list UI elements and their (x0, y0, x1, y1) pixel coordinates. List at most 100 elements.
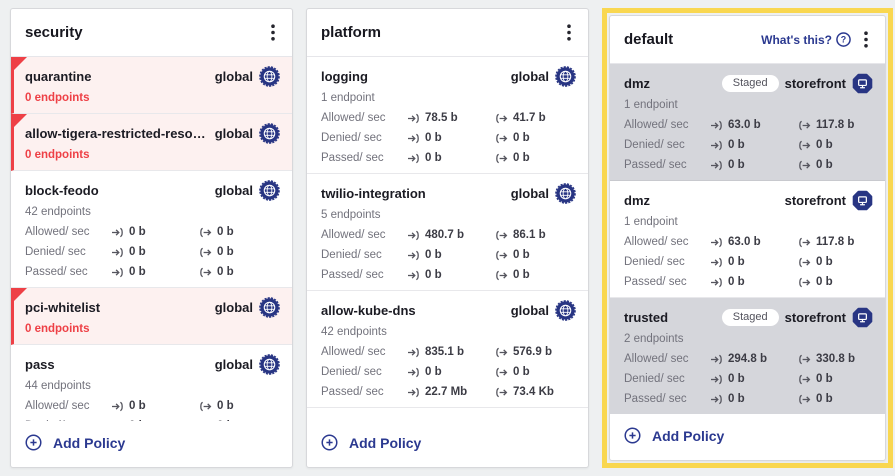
stat-row-allowed: Allowed/ sec 63.0 b 117.8 b (624, 118, 873, 132)
stat-label: Passed/ sec (624, 159, 687, 171)
endpoints-count: 42 endpoints (321, 326, 387, 338)
stat-out-amount: 576.9 b (513, 346, 552, 358)
inbound-arrow-icon (711, 257, 722, 267)
stat-in-amount: 78.5 b (425, 112, 458, 124)
stat-value-in: 0 b (407, 151, 495, 165)
endpoints-count: 1 endpoint (624, 99, 678, 111)
policy-card[interactable]: block-feodo global 42 endpoints Allowed/ se… (11, 171, 292, 288)
column-menu-button[interactable] (861, 29, 871, 50)
policy-card-header: dmz Staged storefront (624, 73, 873, 94)
column-footer: Add Policy (307, 421, 588, 467)
policy-card[interactable]: logging global 1 endpoint Allowed/ sec 78.5 … (307, 57, 588, 174)
outbound-arrow-icon (200, 401, 212, 411)
inbound-arrow-icon (408, 230, 419, 240)
stat-value-out: 0 b (798, 392, 885, 406)
stat-row-allowed: Allowed/ sec 63.0 b 117.8 b (624, 235, 873, 249)
stat-label: Passed/ sec (321, 269, 384, 281)
stat-value-in: 63.0 b (710, 118, 798, 132)
policy-card-header: pci-whitelist global (25, 297, 280, 318)
staged-badge: Staged (721, 309, 779, 326)
policy-card[interactable]: allow-kube-dns global 42 endpoints Allowed/… (307, 291, 588, 408)
stat-value-in: 0 b (407, 268, 495, 282)
policy-card[interactable]: pci-whitelist global 0 endpoints (11, 288, 292, 345)
kebab-menu-icon (864, 31, 868, 48)
storefront-badge (852, 307, 873, 328)
stat-value-out: 576.9 b (495, 345, 583, 359)
stat-value-in: 480.7 b (407, 228, 495, 242)
stat-in-amount: 0 b (129, 419, 146, 421)
column-menu-button[interactable] (268, 22, 278, 43)
whats-this-link[interactable]: What's this?? (761, 32, 851, 47)
stat-value-out: 0 b (495, 131, 583, 145)
stat-value-out: 0 b (199, 399, 287, 413)
policy-card[interactable]: dmz storefront 1 endpoint Allowed/ sec 63.0 … (610, 181, 885, 298)
stat-value-in: 0 b (111, 225, 199, 239)
stat-row-allowed: Allowed/ sec 0 b 0 b (25, 225, 280, 239)
column-menu-button[interactable] (564, 22, 574, 43)
stat-out-amount: 0 b (217, 400, 234, 412)
column-header: security (11, 9, 292, 57)
stat-value-out: 0 b (495, 365, 583, 379)
add-policy-button[interactable]: Add Policy (25, 434, 125, 451)
outbound-arrow-icon (799, 374, 811, 384)
global-icon (259, 123, 280, 144)
policy-card[interactable]: dmz Staged storefront 1 endpoint Allowed/ se… (610, 64, 885, 181)
stat-value-out: 0 b (495, 151, 583, 165)
global-badge (555, 300, 576, 321)
stat-out-amount: 0 b (816, 393, 833, 405)
outbound-arrow-icon (200, 267, 212, 277)
endpoints-count: 42 endpoints (25, 206, 91, 218)
outbound-arrow-icon (496, 367, 508, 377)
stat-value-out: 0 b (798, 158, 885, 172)
stat-value-in: 78.5 b (407, 111, 495, 125)
stat-value-out: 0 b (199, 419, 287, 421)
outbound-arrow-icon (496, 113, 508, 123)
add-policy-button[interactable]: Add Policy (321, 434, 421, 451)
policy-card-header: logging global (321, 66, 576, 87)
policy-card[interactable]: trusted Staged storefront 2 endpoints Allowe… (610, 298, 885, 414)
endpoints-count: 1 endpoint (321, 92, 375, 104)
stat-in-amount: 22.7 Mb (425, 386, 468, 398)
column-footer: Add Policy (610, 414, 885, 460)
add-policy-button[interactable]: Add Policy (624, 427, 724, 444)
stat-value-out: 0 b (199, 245, 287, 259)
stat-value-in: 0 b (111, 419, 199, 421)
policy-card-header: block-feodo global (25, 180, 280, 201)
stat-value-in: 0 b (111, 399, 199, 413)
outbound-arrow-icon (200, 227, 212, 237)
column-header: default What's this?? (610, 16, 885, 64)
stat-in-amount: 0 b (728, 159, 745, 171)
column-title: security (25, 24, 83, 41)
stat-in-amount: 0 b (425, 249, 442, 261)
policy-column-platform: platform logging global 1 endpoint Allowed/ … (306, 8, 589, 468)
stat-label: Allowed/ sec (25, 400, 90, 412)
outbound-arrow-icon (496, 153, 508, 163)
storefront-badge (852, 190, 873, 211)
column-card-list: logging global 1 endpoint Allowed/ sec 78.5 … (307, 57, 588, 421)
policy-name: block-feodo (25, 183, 99, 198)
global-badge (259, 297, 280, 318)
policy-name: allow-kube-dns (321, 303, 416, 318)
stat-out-amount: 0 b (816, 159, 833, 171)
stat-in-amount: 835.1 b (425, 346, 464, 358)
stat-out-amount: 0 b (217, 246, 234, 258)
stat-label: Allowed/ sec (25, 226, 90, 238)
endpoints-count: 1 endpoint (624, 216, 678, 228)
stat-in-amount: 0 b (728, 256, 745, 268)
stat-out-amount: 0 b (513, 269, 530, 281)
policy-card[interactable]: quarantine global 0 endpoints (11, 57, 292, 114)
stat-row-passed: Passed/ sec 0 b 0 b (624, 275, 873, 289)
storefront-icon (852, 73, 873, 94)
stat-value-out: 0 b (798, 138, 885, 152)
policy-card[interactable]: twilio-integration global 5 endpoints Allow… (307, 174, 588, 291)
stat-in-amount: 0 b (728, 276, 745, 288)
stat-label: Passed/ sec (321, 152, 384, 164)
policy-card[interactable]: pass global 44 endpoints Allowed/ sec 0 b 0 b… (11, 345, 292, 421)
outbound-arrow-icon (799, 354, 811, 364)
stat-value-in: 0 b (710, 138, 798, 152)
endpoints-count: 0 endpoints (25, 323, 90, 335)
policy-name: pass (25, 357, 55, 372)
endpoints-count: 0 endpoints (25, 92, 90, 104)
policy-card[interactable]: allow-tigera-restricted-resources global 0… (11, 114, 292, 171)
